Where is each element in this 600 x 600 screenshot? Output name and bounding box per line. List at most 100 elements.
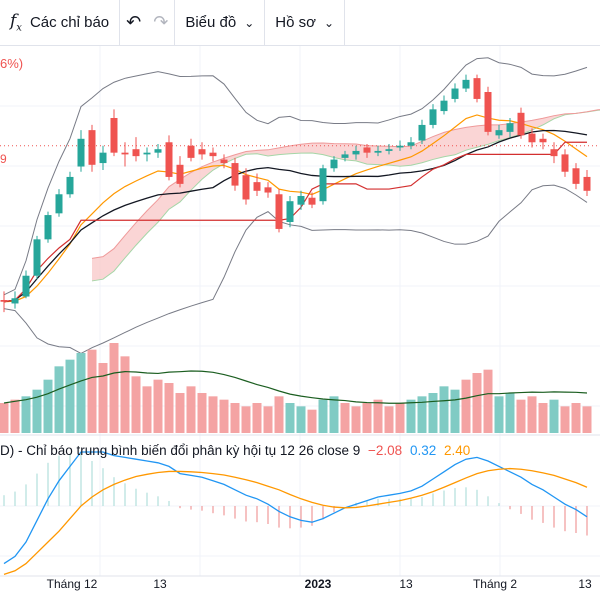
volume-bar [560, 406, 570, 433]
macd-legend: D) - Chỉ báo trung bình biến đổi phân kỳ… [0, 443, 470, 458]
candle-up [451, 88, 459, 99]
base-line [3, 141, 587, 303]
volume-bar [516, 399, 526, 433]
candle-up [385, 149, 393, 151]
chevron-down-icon: ⌄ [323, 15, 335, 30]
cloud-segment-bearish [136, 210, 147, 246]
candle-up [418, 124, 426, 141]
candle-down [561, 154, 569, 172]
cloud-segment-bearish [290, 144, 301, 154]
volume-bar [362, 403, 372, 433]
redo-button[interactable]: ↷ [147, 0, 174, 46]
candle-up [440, 100, 448, 112]
volume-ma-line [3, 370, 588, 404]
volume-bar [582, 406, 592, 433]
volume-bar [65, 359, 75, 433]
toolbar: fx Các chỉ báo ↶ ↷ Biểu đồ ⌄ Hồ sơ ⌄ [0, 0, 600, 46]
volume-bar [120, 356, 130, 433]
cloud-segment-bearish [103, 248, 114, 280]
candle-down [187, 145, 195, 158]
volume-bar [175, 393, 185, 433]
volume-bar [219, 399, 229, 433]
cloud-segment-bearish [158, 186, 169, 223]
volume-bar [76, 353, 86, 433]
cloud-segment-bearish [279, 145, 290, 155]
candle-up [352, 150, 360, 155]
volume-bar [164, 383, 174, 433]
candle-down [517, 112, 525, 136]
candle-up [462, 79, 470, 89]
x-axis-label: 13 [399, 577, 413, 591]
volume-bar [483, 369, 493, 433]
x-axis-label: 13 [578, 577, 592, 591]
candle-down [572, 168, 580, 184]
volume-bar [450, 389, 460, 433]
volume-bar [43, 379, 53, 433]
macd-pane [3, 451, 588, 576]
cloud-segment-bearish [466, 125, 477, 151]
undo-button[interactable]: ↶ [120, 0, 147, 46]
candle-down [0, 300, 8, 302]
volume-bar [406, 399, 416, 433]
cloud-segment-bearish [125, 222, 136, 258]
candle-down [242, 175, 250, 200]
volume-bar [10, 399, 20, 433]
candle-up [143, 152, 151, 155]
cloud-segment-bearish [411, 141, 422, 166]
cloud-segment-bearish [400, 146, 411, 167]
candle-up [33, 239, 41, 276]
chart-canvas[interactable] [0, 46, 600, 600]
volume-series [0, 343, 592, 433]
candle-up [297, 196, 305, 205]
candle-up [341, 154, 349, 158]
volume-bar [32, 389, 42, 433]
candle-down [231, 163, 239, 186]
profile-menu-label: Hồ sơ [275, 14, 316, 31]
volume-bar [505, 393, 515, 433]
candle-up [506, 123, 514, 132]
x-axis-label: 13 [153, 577, 167, 591]
cloud-segment-bearish [422, 136, 433, 163]
redo-icon: ↷ [153, 12, 169, 32]
volume-bar [340, 403, 350, 433]
cloud-segment-bearish [378, 146, 389, 165]
profile-menu-button[interactable]: Hồ sơ ⌄ [265, 0, 344, 46]
volume-bar [538, 403, 548, 433]
candle-down [88, 130, 96, 165]
cloud-segment-bearish [169, 179, 180, 210]
bollinger-bands [3, 57, 588, 355]
candle-up [330, 159, 338, 169]
sma-slow-line [3, 129, 588, 303]
cloud-segment-bearish [235, 151, 246, 159]
indicators-button[interactable]: fx Các chỉ báo [0, 0, 119, 46]
candle-up [286, 201, 294, 222]
cloud-segment-bearish [301, 143, 312, 154]
toolbar-divider [174, 0, 176, 46]
cloud-segment-bearish [455, 127, 466, 155]
candle-down [220, 159, 228, 164]
toolbar-divider [344, 0, 346, 46]
volume-bar [428, 393, 438, 433]
volume-bar [384, 406, 394, 433]
volume-bar [21, 396, 31, 433]
cloud-segment-bearish [191, 166, 202, 191]
volume-bar [241, 406, 251, 433]
price-legend-partial: 6%) [0, 56, 24, 71]
candle-up [429, 109, 437, 125]
candle-down [209, 152, 217, 157]
volume-bar [472, 373, 482, 433]
candle-up [55, 194, 63, 214]
macd-signal-line [3, 467, 588, 576]
volume-bar [395, 403, 405, 433]
candle-up [44, 215, 52, 240]
volume-bar [307, 409, 317, 433]
volume-bar [109, 343, 119, 433]
candle-up [22, 275, 30, 297]
volume-bar [98, 363, 108, 433]
candle-down [473, 78, 481, 99]
volume-bar [318, 399, 328, 433]
macd-line [3, 451, 588, 565]
candlestick-series [0, 74, 591, 313]
toolbar-divider [119, 0, 121, 46]
chart-menu-button[interactable]: Biểu đồ ⌄ [175, 0, 264, 46]
